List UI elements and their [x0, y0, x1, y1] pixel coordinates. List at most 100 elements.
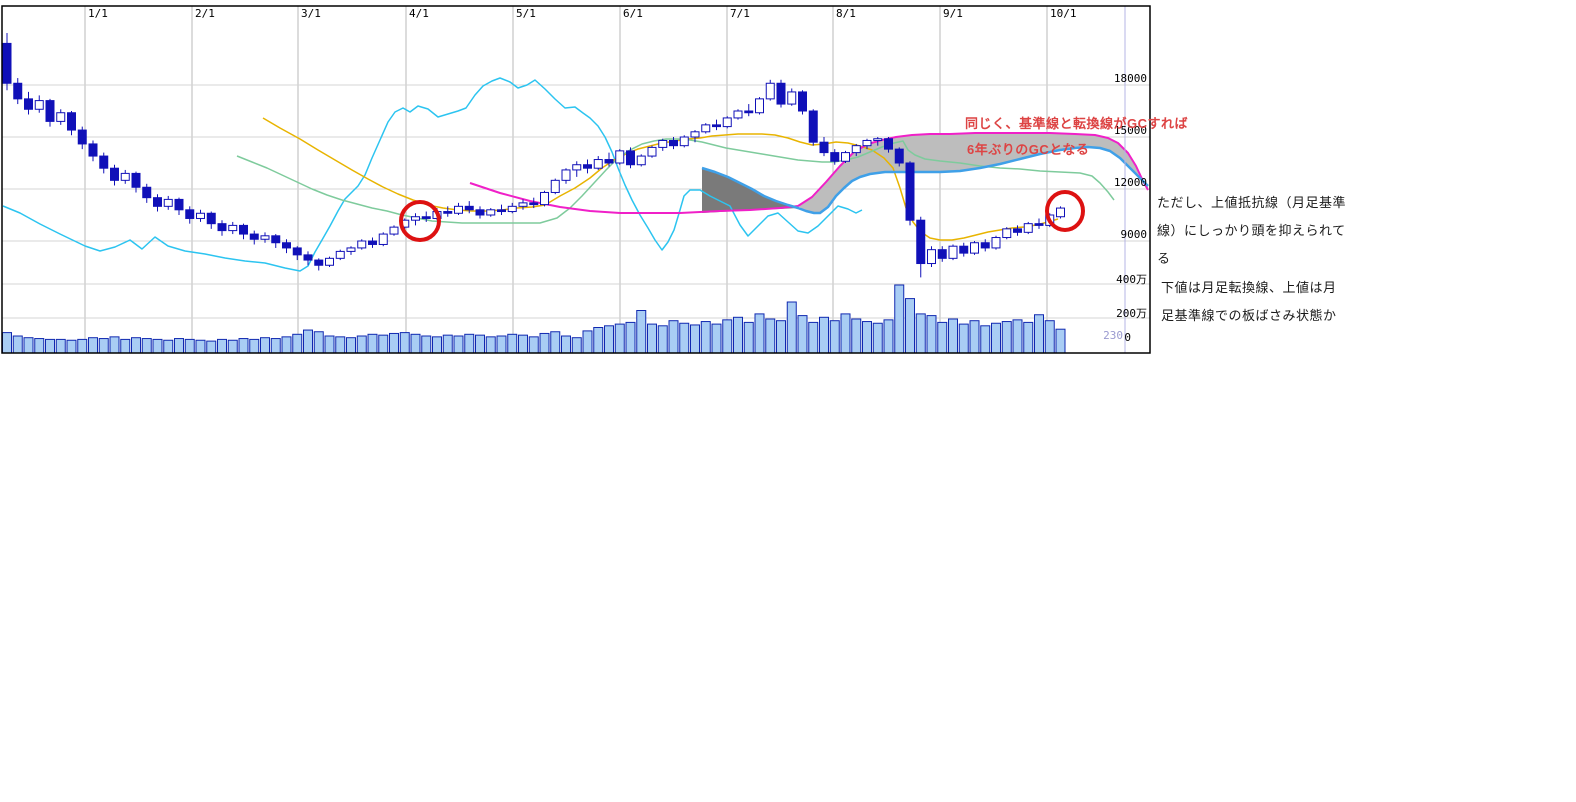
- candle-up: [56, 112, 66, 122]
- candle-up: [518, 202, 528, 207]
- candle-up: [561, 169, 571, 181]
- candle-down: [110, 167, 119, 181]
- x-axis-month-label: 5/1: [516, 7, 536, 20]
- candle-up: [572, 164, 582, 171]
- volume-bar: [442, 334, 453, 354]
- candle-up: [615, 150, 625, 164]
- candle-down: [583, 164, 592, 169]
- x-axis-month-label: 8/1: [836, 7, 856, 20]
- candle-down: [626, 150, 635, 166]
- candle-down: [464, 205, 474, 211]
- candle-up: [389, 226, 399, 235]
- volume-bar: [249, 338, 260, 354]
- volume-bar: [582, 330, 593, 354]
- volume-bar: [195, 339, 206, 354]
- volume-bar: [399, 332, 410, 354]
- volume-bar: [668, 320, 679, 354]
- candle-up: [927, 249, 936, 265]
- volume-bar: [786, 301, 797, 354]
- x-axis-month-label: 7/1: [730, 7, 750, 20]
- volume-bar: [464, 333, 475, 354]
- candle-down: [421, 216, 431, 219]
- x-axis-month-label: 6/1: [623, 7, 643, 20]
- x-axis-month-label: 3/1: [301, 7, 321, 20]
- candle-down: [24, 98, 33, 110]
- candle-up: [991, 237, 1001, 249]
- volume-bar: [1023, 321, 1034, 354]
- candle-down: [497, 209, 506, 213]
- volume-bar: [163, 339, 174, 354]
- candle-down: [142, 186, 152, 199]
- candle-down: [905, 162, 915, 221]
- candle-up: [357, 240, 367, 249]
- volume-bar: [356, 335, 367, 354]
- volume-bar: [733, 316, 743, 354]
- candle-up: [486, 209, 496, 216]
- chikou-span-line: [2, 77, 863, 272]
- volume-bar: [528, 336, 539, 354]
- volume-bar: [905, 298, 915, 354]
- candle-up: [658, 139, 668, 148]
- candle-down: [13, 82, 23, 100]
- side-note-line: 足基準線での板ばさみ状態か: [1161, 308, 1337, 323]
- volume-bar: [335, 336, 346, 354]
- volume-bar: [120, 338, 131, 354]
- volume-bar: [765, 318, 776, 354]
- volume-bar: [238, 338, 249, 354]
- candle-up: [841, 152, 850, 162]
- volume-bar: [34, 338, 45, 354]
- side-note-line: ただし、上値抵抗線（月足基準: [1157, 195, 1347, 210]
- volume-bar: [174, 338, 184, 354]
- candle-up: [755, 98, 764, 114]
- volume-bar: [367, 333, 378, 354]
- candle-up: [34, 100, 44, 110]
- volume-bar: [1044, 320, 1055, 354]
- volume-bar: [346, 337, 356, 354]
- candle-down: [67, 112, 76, 131]
- x-axis-month-label: 2/1: [195, 7, 215, 20]
- candle-up: [1023, 223, 1033, 233]
- senkou-b-line: [701, 145, 1149, 215]
- candle-up: [260, 235, 270, 240]
- volume-bar: [539, 332, 550, 354]
- candle-up: [701, 124, 711, 133]
- volume-bar: [184, 338, 195, 354]
- volume-bar: [217, 338, 227, 354]
- y-axis-price-label: 15000: [1113, 124, 1147, 137]
- volume-bar: [77, 338, 88, 354]
- candle-down: [604, 159, 614, 164]
- volume-bar: [851, 318, 862, 354]
- volume-bar: [1012, 319, 1023, 354]
- x-axis-month-label: 9/1: [943, 7, 963, 20]
- candle-up: [647, 146, 657, 157]
- kijun-line: [236, 138, 1115, 224]
- candle-down: [819, 141, 829, 154]
- candle-down: [959, 245, 969, 254]
- volume-bar: [690, 324, 700, 354]
- candle-up: [540, 191, 549, 206]
- candle-up: [378, 233, 388, 245]
- candle-up: [196, 212, 205, 219]
- volume-bar: [948, 318, 958, 354]
- candle-up: [163, 198, 173, 207]
- chart-border: [1, 5, 1151, 354]
- candle-down: [884, 138, 893, 150]
- volume-bar: [152, 338, 163, 354]
- volume-bar: [776, 320, 786, 354]
- volume-bar: [969, 320, 980, 354]
- volume-bar: [109, 336, 120, 354]
- volume-bar: [453, 335, 464, 354]
- candle-down: [185, 209, 195, 219]
- candle-down: [206, 212, 216, 225]
- volume-bar: [647, 323, 657, 354]
- candle-up: [787, 91, 797, 105]
- volume-bar: [292, 333, 303, 354]
- candle-up: [765, 82, 775, 100]
- volume-bar: [1001, 321, 1012, 354]
- candle-down: [292, 247, 302, 256]
- volume-bar: [593, 327, 604, 354]
- volume-bar: [23, 337, 34, 354]
- y-axis-zero-label: 0: [1124, 331, 1131, 344]
